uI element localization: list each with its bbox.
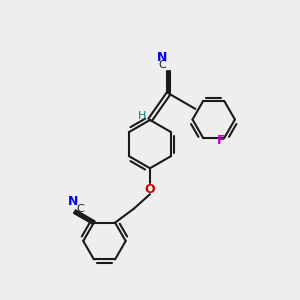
Text: O: O (145, 183, 155, 196)
Text: H: H (138, 110, 146, 121)
Text: F: F (217, 134, 225, 147)
Text: N: N (68, 195, 79, 208)
Text: C: C (76, 204, 84, 214)
Text: C: C (158, 60, 166, 70)
Text: N: N (157, 51, 167, 64)
